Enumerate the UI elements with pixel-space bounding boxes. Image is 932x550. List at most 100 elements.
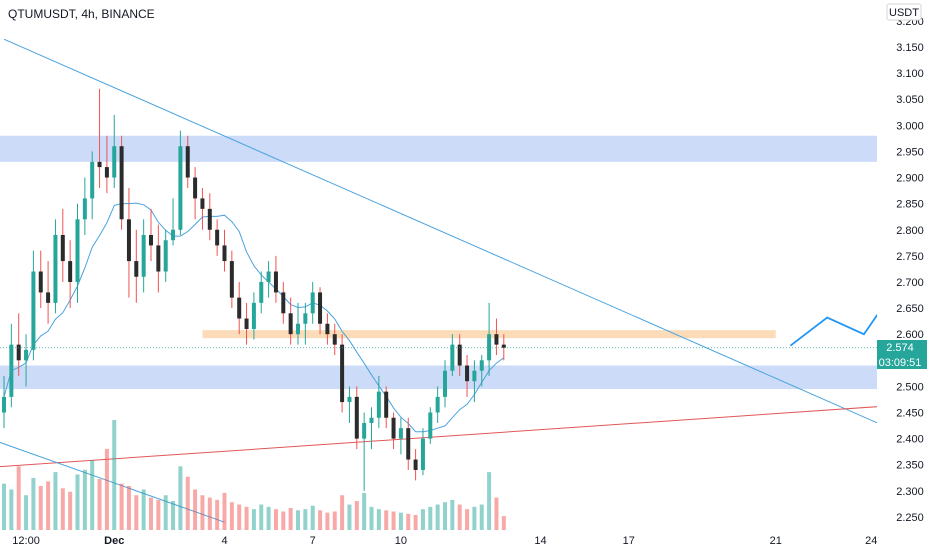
- candle-body: [398, 428, 403, 439]
- volume-bar: [229, 502, 234, 530]
- candle-body: [435, 396, 440, 413]
- candle-body: [68, 261, 73, 282]
- candle-body: [281, 292, 286, 314]
- time-tick-label: 4: [221, 535, 227, 547]
- volume-bar: [68, 491, 73, 530]
- supply-zone: [0, 135, 877, 162]
- volume-bar: [435, 504, 440, 530]
- volume-bar: [163, 495, 168, 530]
- price-tick-label: 2.250: [896, 512, 924, 524]
- candle-body: [24, 349, 29, 361]
- volume-bar: [16, 466, 21, 530]
- candle-body: [9, 344, 14, 397]
- currency-label: USDT: [889, 7, 919, 19]
- volume-bar: [237, 504, 242, 530]
- volume-bar: [126, 486, 131, 530]
- volume-bar: [9, 489, 14, 530]
- volume-bar: [354, 501, 359, 530]
- candle-body: [376, 391, 381, 418]
- volume-bar: [369, 506, 374, 530]
- volume-bar: [310, 505, 315, 530]
- volume-bar: [281, 511, 286, 530]
- candle-body: [303, 313, 308, 324]
- price-tick-label: 2.300: [896, 486, 924, 498]
- volume-bar: [119, 483, 124, 530]
- price-tick-label: 2.700: [896, 277, 924, 289]
- candle-body: [163, 240, 168, 272]
- volume-bar: [413, 514, 418, 530]
- volume-bar: [384, 510, 389, 530]
- candle-body: [487, 334, 492, 361]
- support-trendline: [0, 402, 932, 468]
- candle-body: [369, 417, 374, 423]
- time-tick-label: 12:00: [12, 535, 40, 547]
- candle-body: [200, 198, 205, 209]
- volume-bar: [97, 479, 102, 530]
- volume-bar: [266, 506, 271, 530]
- volume-bar: [222, 492, 227, 530]
- volume-bar: [318, 510, 323, 530]
- volume-bar: [472, 506, 477, 530]
- price-tick-label: 2.750: [896, 251, 924, 263]
- time-tick-label: 21: [770, 535, 782, 547]
- candles-layer: [0, 88, 877, 491]
- candle-body: [90, 161, 95, 199]
- candle-body: [82, 198, 87, 220]
- price-tick-label: 3.100: [896, 68, 924, 80]
- countdown-tag: [877, 355, 927, 369]
- volume-bar: [207, 497, 212, 530]
- volume-bar: [60, 488, 65, 530]
- candle-body: [420, 438, 425, 470]
- candle-body: [156, 245, 161, 272]
- volume-bar: [428, 506, 433, 530]
- last-price-value: 2.574: [886, 342, 914, 354]
- candle-body: [472, 370, 477, 382]
- price-tick-label: 2.850: [896, 199, 924, 211]
- candle-body: [237, 297, 242, 319]
- volume-layer: [2, 420, 506, 530]
- volume-bar: [215, 499, 220, 530]
- volume-bar: [53, 472, 58, 530]
- candle-body: [75, 219, 80, 282]
- price-tick-label: 2.800: [896, 225, 924, 237]
- candle-body: [347, 396, 352, 403]
- projection-path: [789, 234, 932, 347]
- candle-body: [465, 365, 470, 382]
- volume-bar: [487, 472, 492, 530]
- volume-bar: [178, 466, 183, 530]
- volume-bar: [251, 509, 256, 530]
- volume-bar: [494, 497, 499, 530]
- last-price-tag: [877, 340, 927, 355]
- candle-body: [97, 161, 102, 168]
- candle-body: [288, 313, 293, 335]
- candle-body: [222, 245, 227, 262]
- descending-trendline: [3, 38, 932, 448]
- candle-body: [46, 292, 51, 303]
- price-tick-label: 2.600: [896, 329, 924, 341]
- volume-bar: [273, 509, 278, 530]
- currency-badge[interactable]: [886, 3, 922, 21]
- volume-bar: [332, 511, 337, 530]
- price-tick-label: 2.450: [896, 408, 924, 420]
- volume-bar: [156, 499, 161, 530]
- price-axis[interactable]: [877, 0, 932, 550]
- volume-bar: [31, 477, 36, 530]
- candle-body: [104, 167, 109, 178]
- volume-bar: [200, 495, 205, 530]
- candle-body: [450, 344, 455, 371]
- candle-body: [266, 271, 271, 282]
- volume-bar: [244, 506, 249, 530]
- volume-bar: [479, 504, 484, 530]
- price-tick-label: 3.000: [896, 120, 924, 132]
- candle-body: [141, 234, 146, 277]
- candle-body: [244, 318, 249, 329]
- zone-layer: [0, 135, 877, 390]
- volume-bar: [259, 504, 264, 530]
- candle-body: [273, 271, 278, 293]
- volume-bar: [450, 499, 455, 530]
- volume-bar: [82, 469, 87, 530]
- volume-bar: [457, 504, 462, 530]
- volume-bar: [185, 476, 190, 530]
